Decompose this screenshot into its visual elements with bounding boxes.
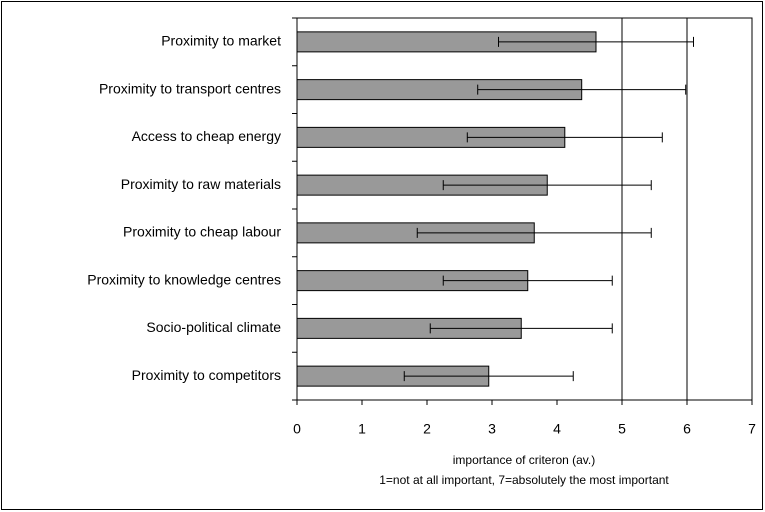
y-tick-label: Proximity to raw materials	[121, 176, 281, 192]
y-tick-label: Proximity to knowledge centres	[87, 271, 281, 287]
y-tick-label: Proximity to market	[161, 33, 281, 49]
x-tick-label: 2	[423, 421, 431, 437]
x-tick-label: 5	[618, 421, 626, 437]
x-tick-label: 7	[748, 421, 756, 437]
x-tick-label: 1	[358, 421, 366, 437]
y-tick-label: Socio-political climate	[146, 319, 281, 335]
x-tick-label: 6	[683, 421, 691, 437]
x-axis-note: 1=not at all important, 7=absolutely the…	[379, 473, 669, 487]
y-tick-label: Proximity to competitors	[132, 367, 281, 383]
y-tick-label: Access to cheap energy	[132, 128, 281, 144]
x-axis-label: importance of criteron (av.)	[453, 453, 596, 467]
x-tick-label: 0	[293, 421, 301, 437]
x-tick-label: 4	[553, 421, 561, 437]
y-tick-label: Proximity to cheap labour	[123, 224, 281, 240]
y-tick-label: Proximity to transport centres	[99, 80, 281, 96]
x-tick-label: 3	[488, 421, 496, 437]
